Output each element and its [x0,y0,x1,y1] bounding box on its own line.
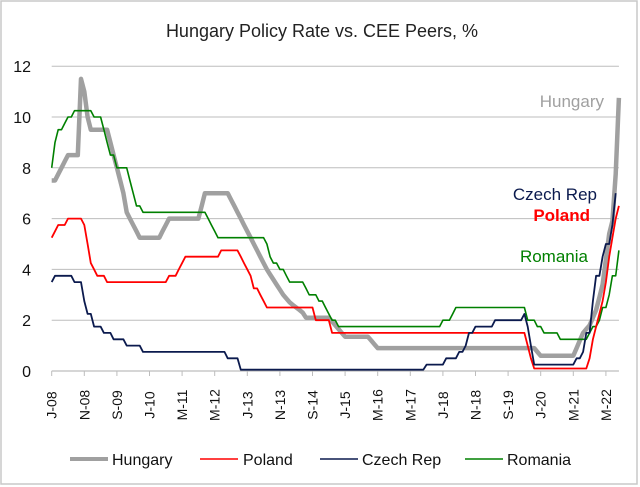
legend-label-hungary: Hungary [112,452,172,469]
y-tick-label: 0 [22,364,31,381]
x-tick-label: S-14 [305,390,321,420]
legend-label-poland: Poland [243,452,293,469]
legend: Hungary Poland Czech Rep Romania [70,452,571,469]
x-tick-label: J-10 [142,391,158,418]
gridlines [51,65,619,321]
x-tick-label: M-21 [565,389,581,421]
x-tick-label: J-08 [44,391,60,418]
inline-label-poland: Poland [533,206,590,225]
x-tick-label: M-11 [174,389,190,420]
legend-label-romania: Romania [507,452,571,469]
x-tick-label: S-19 [500,390,516,420]
y-tick-label: 4 [22,262,31,279]
chart-title: Hungary Policy Rate vs. CEE Peers, % [166,21,478,41]
x-tick-label: N-13 [272,390,288,421]
y-tick-label: 12 [13,59,31,76]
series-line-poland [50,205,620,370]
y-tick-label: 2 [22,313,31,330]
inline-label-romania: Romania [520,247,589,266]
x-tick-label: J-18 [435,391,451,418]
y-axis-tick-labels: 0 2 4 6 8 10 12 [13,59,31,381]
x-tick-label: M-17 [402,389,418,421]
x-tick-label: J-13 [239,391,255,418]
x-tick-label: N-08 [76,390,92,421]
x-tick-label: M-12 [207,389,223,421]
x-tick-label: J-15 [337,391,353,418]
y-tick-label: 10 [13,110,31,127]
x-tick-label: M-16 [370,389,386,421]
y-tick-label: 6 [22,212,31,229]
series-line-romania [50,109,620,341]
x-tick-label: N-18 [468,390,484,421]
x-tick-label: M-22 [598,389,614,421]
legend-label-czech-rep: Czech Rep [362,452,441,469]
inline-label-czech-rep: Czech Rep [513,185,597,204]
x-tick-label: S-09 [109,390,125,420]
series-line-hungary [51,76,622,359]
inline-label-hungary: Hungary [540,92,605,111]
series-lines [50,76,622,371]
y-tick-label: 8 [22,161,31,178]
x-tick-label: J-20 [533,391,549,418]
series-line-czech-rep [50,193,617,371]
x-axis: J-08 N-08 S-09 J-10 M-11 M-12 J-13 N-13 S-14 J-15… [44,370,619,421]
